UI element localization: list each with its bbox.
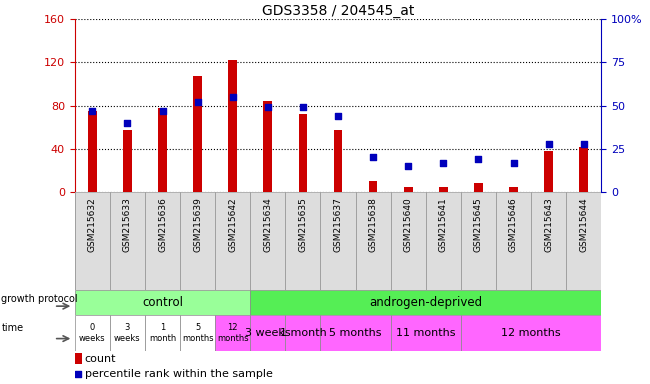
Text: GSM215633: GSM215633 — [123, 197, 132, 252]
Bar — [180, 192, 215, 290]
Bar — [333, 131, 343, 192]
Bar — [110, 315, 145, 351]
Text: 5
months: 5 months — [182, 323, 213, 343]
Text: 0
weeks: 0 weeks — [79, 323, 105, 343]
Point — [473, 156, 484, 162]
Point — [438, 160, 448, 166]
Bar — [193, 76, 202, 192]
Bar — [404, 187, 413, 192]
Text: GSM215646: GSM215646 — [509, 197, 518, 252]
Bar — [298, 114, 307, 192]
Bar — [531, 192, 566, 290]
Bar — [75, 192, 110, 290]
Text: GSM215632: GSM215632 — [88, 197, 97, 252]
Text: 1
month: 1 month — [149, 323, 176, 343]
Text: GSM215643: GSM215643 — [544, 197, 553, 252]
Text: 12
months: 12 months — [217, 323, 248, 343]
Bar — [439, 187, 448, 192]
Text: GSM215636: GSM215636 — [158, 197, 167, 252]
Text: GSM215635: GSM215635 — [298, 197, 307, 252]
Text: androgen-deprived: androgen-deprived — [369, 296, 482, 309]
Bar — [566, 192, 601, 290]
Bar — [123, 131, 132, 192]
Bar — [509, 187, 518, 192]
Point — [298, 104, 308, 111]
Point — [333, 113, 343, 119]
Bar — [579, 147, 588, 192]
Text: GSM215639: GSM215639 — [193, 197, 202, 252]
Text: GSM215637: GSM215637 — [333, 197, 343, 252]
Point — [227, 94, 238, 100]
Bar — [250, 290, 601, 315]
Bar — [250, 315, 285, 351]
Bar — [145, 315, 180, 351]
Text: control: control — [142, 296, 183, 309]
Text: GSM215645: GSM215645 — [474, 197, 483, 252]
Bar — [285, 192, 320, 290]
Point — [122, 120, 133, 126]
Text: growth protocol: growth protocol — [1, 294, 78, 304]
Text: GSM215641: GSM215641 — [439, 197, 448, 252]
Text: GSM215634: GSM215634 — [263, 197, 272, 252]
Bar — [180, 315, 215, 351]
Bar — [544, 151, 553, 192]
Point — [508, 160, 519, 166]
Bar — [461, 192, 496, 290]
Bar — [263, 101, 272, 192]
Bar — [215, 315, 250, 351]
Bar — [158, 108, 167, 192]
Bar — [474, 184, 483, 192]
Bar — [145, 192, 180, 290]
Text: 5 months: 5 months — [330, 328, 382, 338]
Bar — [391, 315, 461, 351]
Bar — [110, 192, 145, 290]
Bar — [215, 192, 250, 290]
Text: time: time — [1, 323, 23, 333]
Point — [403, 163, 413, 169]
Text: 3 weeks: 3 weeks — [245, 328, 291, 338]
Bar — [496, 192, 531, 290]
Point — [73, 371, 83, 377]
Text: 3
weeks: 3 weeks — [114, 323, 140, 343]
Bar — [461, 315, 601, 351]
Text: 12 months: 12 months — [501, 328, 561, 338]
Point — [87, 108, 98, 114]
Bar — [320, 315, 391, 351]
Bar — [75, 315, 110, 351]
Text: GSM215640: GSM215640 — [404, 197, 413, 252]
Text: GSM215644: GSM215644 — [579, 197, 588, 252]
Text: 1 month: 1 month — [280, 328, 326, 338]
Point — [543, 141, 554, 147]
Bar — [285, 315, 320, 351]
Text: GSM215642: GSM215642 — [228, 197, 237, 252]
Text: GSM215638: GSM215638 — [369, 197, 378, 252]
Bar — [356, 192, 391, 290]
Bar — [75, 290, 250, 315]
Bar — [250, 192, 285, 290]
Point — [263, 104, 273, 111]
Point — [578, 141, 589, 147]
Bar — [228, 60, 237, 192]
Bar — [391, 192, 426, 290]
Bar — [369, 181, 378, 192]
Point — [192, 99, 203, 105]
Bar — [75, 353, 82, 364]
Text: count: count — [85, 354, 116, 364]
Bar — [88, 111, 97, 192]
Title: GDS3358 / 204545_at: GDS3358 / 204545_at — [262, 4, 414, 18]
Text: percentile rank within the sample: percentile rank within the sample — [85, 369, 273, 379]
Point — [157, 108, 168, 114]
Point — [368, 154, 378, 161]
Bar — [426, 192, 461, 290]
Bar — [320, 192, 356, 290]
Text: 11 months: 11 months — [396, 328, 456, 338]
